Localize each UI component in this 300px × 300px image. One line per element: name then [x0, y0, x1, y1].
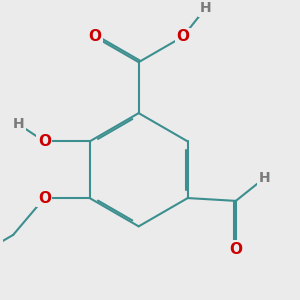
Text: O: O	[229, 242, 242, 256]
Text: O: O	[176, 29, 189, 44]
Text: H: H	[13, 117, 25, 131]
Text: O: O	[38, 190, 51, 206]
Text: O: O	[88, 29, 101, 44]
Text: H: H	[200, 2, 211, 15]
Text: H: H	[258, 171, 270, 185]
Text: O: O	[38, 134, 51, 149]
